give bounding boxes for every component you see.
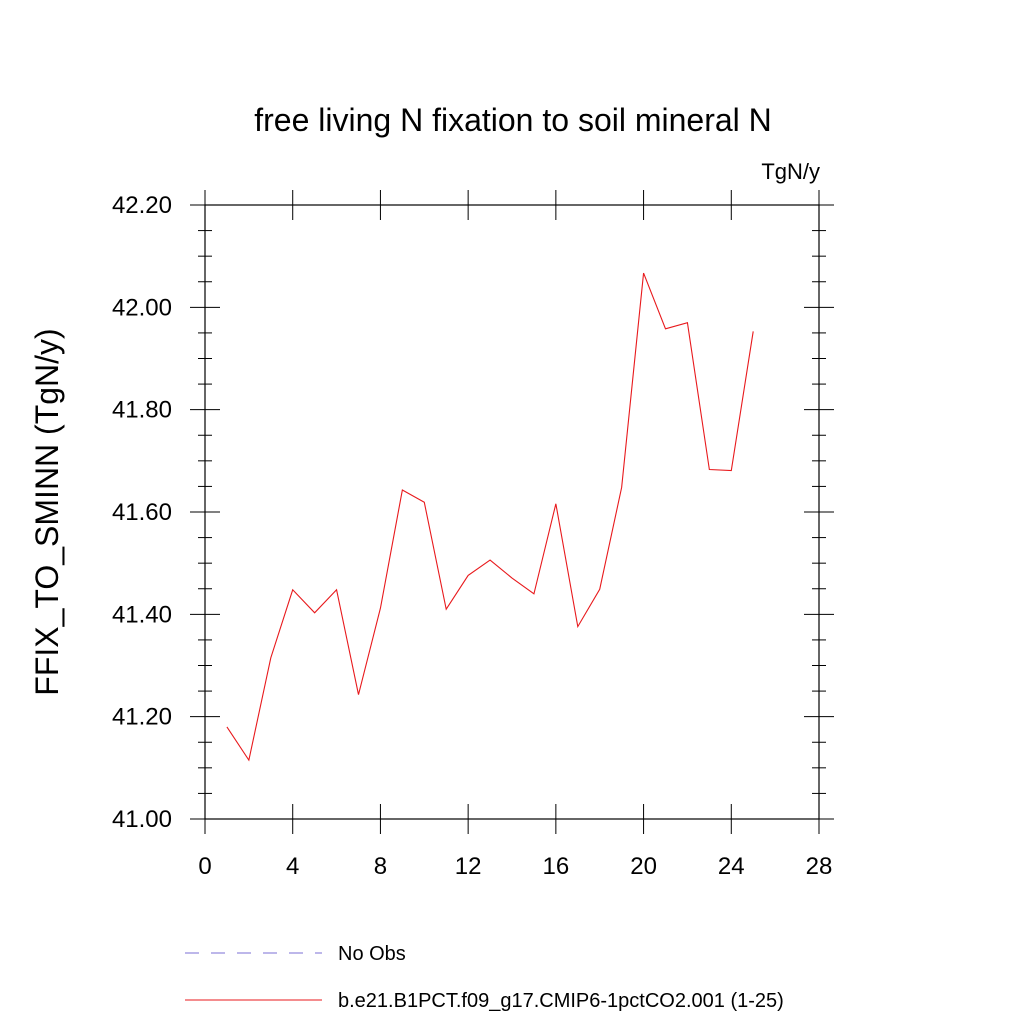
y-tick-label: 41.20 — [112, 704, 172, 731]
y-axis-title: FFIX_TO_SMINN (TgN/y) — [29, 328, 65, 695]
y-tick-label: 42.20 — [112, 192, 172, 219]
series-line-1 — [226, 272, 754, 762]
x-tick-label: 8 — [374, 853, 387, 880]
y-tick-label: 41.40 — [112, 601, 172, 628]
y-tick-label: 41.00 — [112, 806, 172, 833]
x-tick-label: 4 — [286, 853, 299, 880]
plot-frame — [204, 204, 820, 820]
x-tick-label: 28 — [806, 853, 833, 880]
y-tick-label: 42.00 — [112, 294, 172, 321]
units-label: TgN/y — [761, 159, 820, 184]
y-tick-label: 41.80 — [112, 397, 172, 424]
legend: No Obs b.e21.B1PCT.f09_g17.CMIP6-1pctCO2… — [185, 943, 784, 1012]
x-tick-label: 12 — [455, 853, 482, 880]
x-axis-ticks: 0 4 8 12 16 20 24 28 — [198, 190, 832, 880]
x-tick-label: 20 — [630, 853, 657, 880]
y-axis-ticks: 41.00 41.20 41.40 41.60 41.80 42.00 42.20 — [112, 192, 834, 833]
x-tick-label: 24 — [718, 853, 745, 880]
legend-label-model-run: b.e21.B1PCT.f09_g17.CMIP6-1pctCO2.001 (1… — [338, 990, 784, 1012]
y-tick-label: 41.60 — [112, 499, 172, 526]
legend-label-no-obs: No Obs — [338, 943, 406, 965]
chart-title: free living N fixation to soil mineral N — [254, 102, 772, 138]
x-tick-label: 0 — [198, 853, 211, 880]
series-layer — [226, 272, 754, 762]
x-tick-label: 16 — [543, 853, 570, 880]
